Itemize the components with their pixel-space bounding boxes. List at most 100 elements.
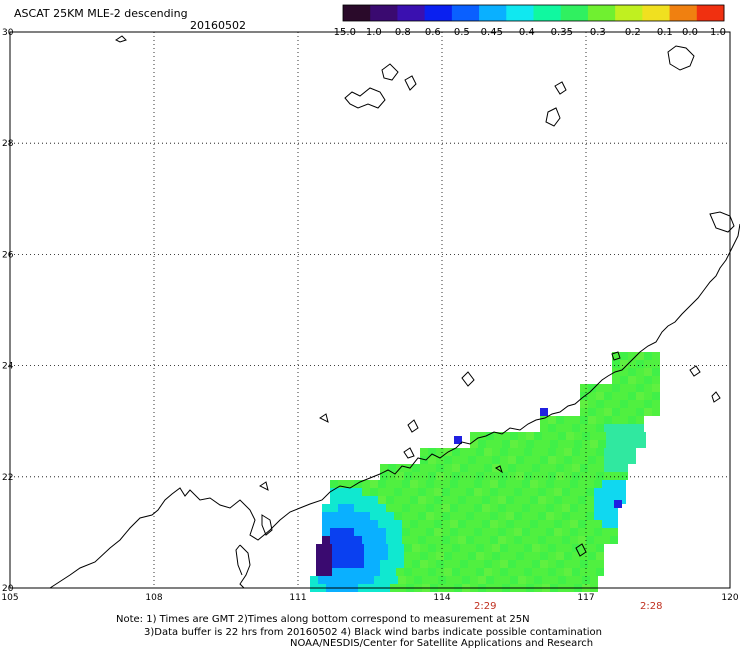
swath-cell bbox=[564, 464, 572, 472]
swath-cell bbox=[514, 528, 522, 536]
lat-tick-label: 20 bbox=[2, 584, 14, 594]
swath-cell bbox=[604, 384, 612, 392]
swath-cell bbox=[330, 536, 338, 544]
swath-cell bbox=[522, 480, 530, 488]
swath-cell bbox=[570, 504, 578, 512]
swath-cell bbox=[444, 456, 452, 464]
swath-cell bbox=[402, 520, 410, 528]
swath-cell bbox=[378, 528, 386, 536]
swath-cell bbox=[526, 432, 534, 440]
swath-cell bbox=[348, 544, 356, 552]
swath-cell bbox=[372, 560, 380, 568]
swath-cell bbox=[442, 528, 450, 536]
swath-cell bbox=[612, 424, 620, 432]
swath-cell bbox=[404, 544, 412, 552]
swath-cell bbox=[468, 560, 476, 568]
swath-cell bbox=[396, 472, 404, 480]
swath-cell bbox=[578, 536, 586, 544]
swath-cell bbox=[514, 512, 522, 520]
swath-cell bbox=[348, 568, 356, 576]
swath-cell bbox=[614, 432, 622, 440]
swath-cell bbox=[594, 504, 602, 512]
swath-cell bbox=[354, 536, 362, 544]
swath-cell bbox=[346, 488, 354, 496]
swath-cell bbox=[474, 480, 482, 488]
swath-cell bbox=[602, 536, 610, 544]
swath-cell bbox=[588, 560, 596, 568]
swath-cell bbox=[596, 464, 604, 472]
swath-cell bbox=[524, 560, 532, 568]
swath-cell bbox=[644, 352, 652, 360]
swath-cell bbox=[580, 472, 588, 480]
swath-cell bbox=[614, 500, 622, 508]
swath-cell bbox=[548, 560, 556, 568]
swath-cell bbox=[556, 552, 564, 560]
swath-cell bbox=[580, 456, 588, 464]
swath-cell bbox=[498, 512, 506, 520]
swath-cell bbox=[604, 448, 612, 456]
swath-cell bbox=[442, 536, 450, 544]
swath-cell bbox=[628, 416, 636, 424]
swath-cell bbox=[588, 416, 596, 424]
swath-cell bbox=[500, 464, 508, 472]
swath-cell bbox=[450, 504, 458, 512]
swath-cell bbox=[532, 464, 540, 472]
swath-cell bbox=[364, 544, 372, 552]
swath-cell bbox=[506, 528, 514, 536]
swath-cell bbox=[594, 496, 602, 504]
swath-cell bbox=[410, 528, 418, 536]
swath-cell bbox=[612, 352, 620, 360]
swath-cell bbox=[434, 512, 442, 520]
swath-cell bbox=[466, 496, 474, 504]
swath-cell bbox=[588, 456, 596, 464]
swath-cell bbox=[572, 568, 580, 576]
swath-cell bbox=[394, 488, 402, 496]
swath-cell bbox=[338, 528, 346, 536]
swath-cell bbox=[564, 416, 572, 424]
swath-cell bbox=[532, 448, 540, 456]
swath-cell bbox=[466, 512, 474, 520]
swath-cell bbox=[596, 568, 604, 576]
swath-cell bbox=[518, 576, 526, 584]
swath-cell bbox=[530, 496, 538, 504]
swath-cell bbox=[602, 528, 610, 536]
swath-cell bbox=[346, 512, 354, 520]
swath-cell bbox=[434, 504, 442, 512]
swath-cell bbox=[538, 480, 546, 488]
swath-cell bbox=[370, 512, 378, 520]
swath-cell bbox=[428, 464, 436, 472]
swath-cell bbox=[436, 448, 444, 456]
swath-cell bbox=[604, 408, 612, 416]
swath-cell bbox=[564, 544, 572, 552]
swath-cell bbox=[628, 392, 636, 400]
swath-cell bbox=[332, 560, 340, 568]
swath-cell bbox=[628, 400, 636, 408]
swath-cell bbox=[458, 496, 466, 504]
swath-cell bbox=[428, 560, 436, 568]
swath-cell bbox=[452, 560, 460, 568]
swath-cell bbox=[508, 448, 516, 456]
swath-cell bbox=[522, 536, 530, 544]
swath-cell bbox=[564, 456, 572, 464]
swath-cell bbox=[404, 552, 412, 560]
swath-cell bbox=[460, 568, 468, 576]
swath-cell bbox=[566, 432, 574, 440]
swath-cell bbox=[426, 536, 434, 544]
swath-cell bbox=[412, 560, 420, 568]
swath-cell bbox=[474, 512, 482, 520]
swath-cell bbox=[586, 528, 594, 536]
swath-cell bbox=[458, 488, 466, 496]
swath-cell bbox=[590, 440, 598, 448]
swath-cell bbox=[450, 512, 458, 520]
swath-cell bbox=[412, 568, 420, 576]
swath-cell bbox=[628, 360, 636, 368]
swath-cell bbox=[386, 512, 394, 520]
swath-cell bbox=[498, 520, 506, 528]
swath-cell bbox=[362, 496, 370, 504]
swath-cell bbox=[492, 544, 500, 552]
swath-cell bbox=[518, 432, 526, 440]
swath-cell bbox=[562, 480, 570, 488]
swath-cell bbox=[450, 528, 458, 536]
pass-time-2: 2:28 bbox=[640, 601, 662, 612]
swath-cell bbox=[652, 408, 660, 416]
